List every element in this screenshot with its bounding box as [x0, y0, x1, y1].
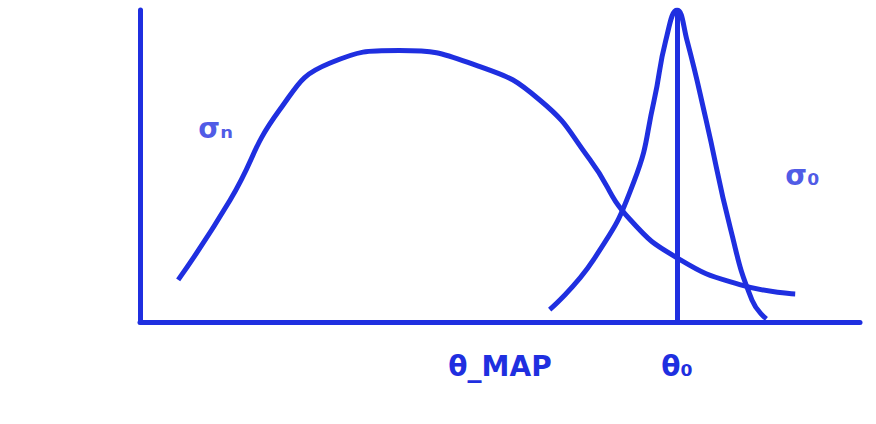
svg-text:θ₀: θ₀ [661, 350, 693, 383]
svg-text:σₙ: σₙ [198, 112, 233, 145]
svg-text:θ_MAP: θ_MAP [448, 350, 551, 383]
svg-text:σ₀: σ₀ [785, 159, 819, 192]
